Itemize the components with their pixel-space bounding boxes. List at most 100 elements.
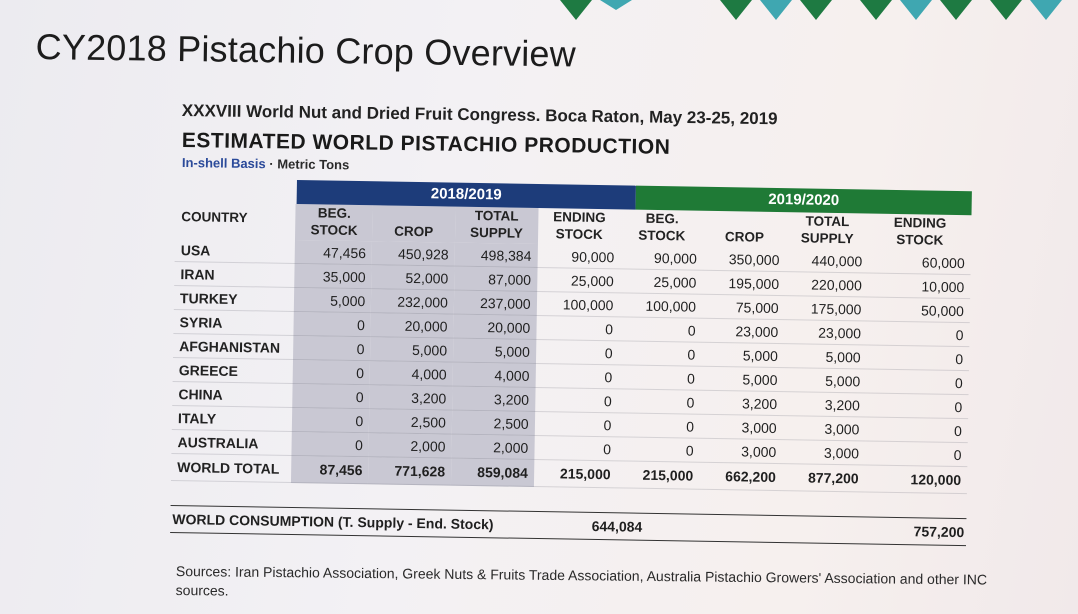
value-cell: 52,000 (371, 264, 455, 291)
value-cell: 771,628 (368, 456, 452, 486)
value-cell: 215,000 (616, 460, 700, 490)
column-header-line: CROP (394, 223, 434, 240)
column-header-line: STOCK (896, 231, 944, 248)
value-cell: 350,000 (702, 246, 786, 272)
triangle-decoration (800, 0, 832, 20)
value-cell: 0 (293, 335, 371, 361)
column-header: TOTAL SUPPLY (455, 207, 538, 244)
value-cell: 0 (866, 320, 970, 347)
column-header-line: CROP (724, 229, 765, 245)
value-cell: 0 (865, 416, 969, 443)
production-table-container: 2018/2019 2019/2020 COUNTRY BEG. STOCK CRO… (170, 178, 972, 547)
value-cell: 498,384 (454, 242, 538, 268)
units-note: In-shell Basis · Metric Tons (182, 155, 350, 172)
value-cell: 25,000 (619, 268, 703, 295)
value-cell: 440,000 (785, 248, 869, 273)
value-cell: 237,000 (453, 290, 537, 316)
value-cell: 3,000 (782, 439, 866, 465)
triangle-decoration (1030, 0, 1062, 20)
triangle-decoration (860, 0, 892, 20)
column-header: CROP (372, 205, 455, 242)
decorative-top-banner (0, 0, 1078, 22)
consumption-2019-value: 757,200 (913, 523, 965, 541)
value-cell: 175,000 (784, 295, 868, 321)
value-cell: 87,456 (291, 455, 369, 484)
value-cell: 4,000 (369, 360, 453, 387)
value-cell: 0 (536, 315, 620, 341)
value-cell: 60,000 (868, 249, 971, 275)
value-cell: 0 (293, 311, 372, 337)
country-cell: ITALY (171, 405, 293, 432)
value-cell: 3,200 (452, 386, 536, 412)
column-header: ENDING STOCK (538, 208, 621, 245)
value-cell: 100,000 (619, 292, 703, 319)
column-header: CROP (703, 211, 786, 248)
country-cell: SYRIA (173, 309, 295, 336)
value-cell: 195,000 (702, 270, 786, 296)
value-cell: 0 (534, 387, 619, 413)
value-cell: 0 (535, 339, 619, 365)
value-cell: 3,200 (369, 384, 453, 411)
value-cell: 120,000 (864, 464, 968, 494)
value-cell: 5,000 (700, 366, 784, 392)
value-cell: 877,200 (781, 463, 865, 492)
country-cell: AFGHANISTAN (173, 333, 294, 360)
column-header-line: ENDING (553, 209, 606, 226)
value-cell: 0 (534, 411, 618, 437)
value-cell: 0 (616, 436, 700, 463)
value-cell: 0 (292, 407, 370, 433)
value-cell: 3,000 (699, 414, 783, 440)
value-cell: 2,000 (451, 434, 535, 460)
table-body: USA 47,456 450,928 498,384 90,000 90,000 350,0… (170, 237, 971, 494)
value-cell: 3,200 (782, 391, 867, 417)
value-cell: 10,000 (867, 272, 971, 299)
value-cell: 20,000 (453, 314, 537, 340)
country-column-header: COUNTRY (181, 209, 248, 226)
value-cell: 5,000 (783, 367, 867, 393)
value-cell: 3,200 (700, 390, 784, 416)
column-header-line: TOTAL (805, 213, 850, 230)
sources-note: Sources: Iran Pistachio Association, Gre… (175, 562, 988, 599)
value-cell: 5,000 (370, 336, 454, 363)
column-header: ENDING STOCK (868, 213, 971, 251)
value-cell: 50,000 (867, 296, 971, 323)
value-cell: 87,000 (454, 266, 538, 292)
triangle-decoration (600, 0, 632, 10)
triangle-decoration (560, 0, 592, 20)
country-cell: TURKEY (173, 285, 295, 312)
column-header-line: STOCK (310, 222, 358, 239)
column-header-line: BEG. (317, 205, 351, 221)
value-cell: 2,500 (451, 410, 535, 436)
event-subtitle: XXXVIII World Nut and Dried Fruit Congre… (181, 101, 778, 129)
world-consumption-row: WORLD CONSUMPTION (T. Supply - End. Stoc… (170, 504, 967, 547)
triangle-decoration (990, 0, 1022, 20)
column-header: BEG. STOCK (295, 204, 372, 241)
production-table: COUNTRY BEG. STOCK CROP TOTAL SUPPLY ENDING ST… (170, 202, 972, 494)
value-cell: 75,000 (701, 294, 785, 320)
value-cell: 0 (617, 412, 701, 439)
units-label: Metric Tons (277, 156, 350, 173)
column-header-line: ENDING (893, 214, 947, 231)
value-cell: 35,000 (294, 263, 372, 289)
country-cell: IRAN (174, 261, 296, 288)
country-cell: AUSTRALIA (171, 429, 293, 456)
column-header-line: SUPPLY (469, 224, 523, 241)
value-cell: 3,000 (782, 415, 866, 441)
consumption-label: WORLD CONSUMPTION (T. Supply - End. Stoc… (172, 510, 494, 533)
value-cell: 0 (865, 392, 969, 419)
triangle-decoration (720, 0, 752, 20)
value-cell: 0 (618, 364, 702, 391)
column-header-line: SUPPLY (800, 230, 854, 247)
value-cell: 215,000 (533, 459, 617, 488)
value-cell: 232,000 (371, 288, 455, 315)
value-cell: 0 (864, 440, 968, 467)
value-cell: 0 (618, 316, 702, 343)
value-cell: 5,000 (452, 338, 537, 364)
value-cell: 20,000 (370, 312, 454, 339)
triangle-decoration (760, 0, 792, 20)
basis-label: In-shell Basis (181, 155, 266, 172)
value-cell: 0 (618, 340, 702, 367)
value-cell: 0 (866, 368, 969, 395)
country-cell: WORLD TOTAL (170, 453, 292, 483)
value-cell: 0 (617, 388, 701, 415)
